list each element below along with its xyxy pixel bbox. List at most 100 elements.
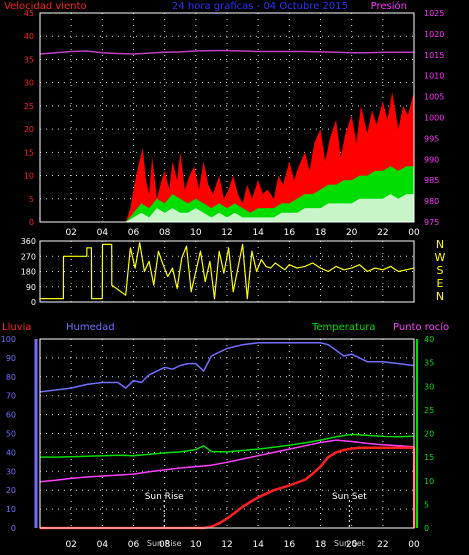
y-tick-label: 1005	[424, 93, 444, 102]
y-tick-label: 0	[11, 524, 16, 533]
sunrise-label: Sun Rise	[145, 492, 184, 502]
y-tick-label: 15	[424, 453, 434, 462]
dew-point-legend: Punto rocío	[393, 321, 449, 333]
wind-speed-area	[40, 194, 414, 222]
y-tick-label: 30	[6, 467, 16, 476]
plot-series	[39, 49, 414, 222]
x-tick-label: 18	[315, 228, 327, 238]
x-tick-label: 14	[252, 540, 264, 550]
y-tick-label: 35	[24, 55, 34, 64]
y-tick-label: 10	[6, 505, 16, 514]
x-tick-label: 16	[284, 228, 296, 238]
x-tick-label: 02	[65, 228, 76, 238]
y-tick-label: 180	[21, 268, 36, 277]
y-tick-label: 0	[31, 298, 36, 307]
dew-point-line	[39, 439, 415, 483]
axis-bars	[34, 339, 418, 528]
humidity-line	[39, 342, 415, 393]
x-tick-label: 12	[221, 540, 232, 550]
y-tick-label: 0	[29, 218, 34, 227]
y-tick-label: 30	[424, 382, 434, 391]
wind-pressure-chart: Velocidad viento 24 hora graficas - 04 O…	[4, 0, 444, 238]
x-tick-label: 14	[252, 228, 264, 238]
y-tick-label: 1000	[424, 114, 444, 123]
sun-markers: Sun Rise Sun Set Sun Rise Sun Set	[145, 492, 367, 548]
y-tick-label: 20	[424, 430, 434, 439]
x-tick-label: 08	[159, 540, 171, 550]
y-tick-label: 0	[424, 524, 429, 533]
y-tick-label: 90	[26, 283, 36, 292]
y-tick-label: 1020	[424, 30, 444, 39]
x-tick-label: 20	[346, 540, 358, 550]
y-tick-label: 35	[424, 359, 434, 368]
wind-speed-axis-title: Velocidad viento	[4, 1, 87, 12]
x-axis-ticks: 02 04 06 08 10 12 14 16 18 20 22 00	[65, 228, 420, 238]
x-tick-label: 08	[159, 228, 171, 238]
y-tick-label: 60	[6, 411, 16, 420]
y-axis-right-ticks: 975 980 985 990 995 1000 1005 1010 1015 1020 1025	[424, 9, 444, 227]
y-tick-label: 25	[24, 102, 34, 111]
sunrise-axis-label: Sun Rise	[147, 539, 182, 548]
plot-frame	[39, 240, 415, 303]
pressure-axis-title: Presión	[371, 0, 407, 12]
y-tick-label: 1025	[424, 9, 444, 18]
chart-title: 24 hora graficas - 04 Octubre 2015	[172, 1, 348, 12]
y-tick-label: 360	[21, 237, 36, 246]
y-tick-label: 30	[24, 79, 34, 88]
y-tick-label: 20	[6, 486, 16, 495]
y-tick-label: 10	[424, 477, 434, 486]
x-axis-ticks: 02 04 06 08 10 12 14 16 18 20 22 00	[65, 540, 420, 550]
y-tick-label: 45	[24, 9, 34, 18]
x-tick-label: 02	[65, 540, 76, 550]
temperature-line	[40, 433, 415, 458]
y-tick-label: 1010	[424, 72, 444, 81]
x-tick-label: 10	[190, 228, 202, 238]
y-tick-label: 1015	[424, 51, 444, 60]
y-axis-right-ticks: 0 5 10 15 20 25 30 35 40	[424, 335, 434, 533]
y-axis-left-ticks: 0 5 10 15 20 25 30 35 40 45	[24, 9, 34, 227]
x-tick-label: 22	[377, 540, 388, 550]
y-tick-label: 40	[6, 448, 16, 457]
humidity-legend: Humedad	[66, 322, 115, 333]
x-tick-label: 22	[377, 228, 388, 238]
rain-line	[40, 446, 416, 530]
y-tick-label: 995	[424, 134, 439, 143]
compass-letter: N	[436, 238, 444, 251]
y-tick-label: 90	[6, 354, 16, 363]
wind-average-area	[40, 166, 414, 222]
x-tick-label: 06	[128, 540, 140, 550]
plot-series	[40, 242, 415, 300]
x-tick-label: 04	[97, 540, 109, 550]
plot-frame	[39, 12, 415, 223]
y-tick-label: 70	[6, 392, 16, 401]
compass-letter: W	[435, 251, 446, 264]
x-tick-label: 20	[346, 228, 358, 238]
x-tick-label: 06	[128, 228, 140, 238]
wind-direction-line	[40, 242, 415, 300]
x-tick-label: 16	[284, 540, 296, 550]
plot-grid	[40, 240, 415, 303]
y-tick-label: 100	[1, 335, 16, 344]
y-axis-ticks: 360 270 180 90 0	[21, 237, 36, 307]
plot-series	[39, 342, 416, 530]
x-tick-label: 00	[408, 540, 420, 550]
x-tick-label: 04	[97, 228, 109, 238]
y-tick-label: 990	[424, 155, 439, 164]
y-tick-label: 985	[424, 176, 439, 185]
rain-legend: Lluvia	[2, 322, 32, 333]
y-tick-label: 25	[424, 406, 434, 415]
compass-letter: E	[437, 277, 444, 290]
y-tick-label: 15	[24, 148, 34, 157]
y-tick-label: 5	[29, 195, 34, 204]
y-tick-label: 20	[24, 125, 34, 134]
y-tick-label: 270	[21, 252, 36, 261]
x-tick-label: 10	[190, 540, 202, 550]
temperature-legend: Temperatura	[311, 322, 376, 333]
y-tick-label: 40	[24, 32, 34, 41]
x-tick-label: 12	[221, 228, 232, 238]
x-tick-label: 00	[408, 228, 420, 238]
y-tick-label: 5	[424, 500, 429, 509]
